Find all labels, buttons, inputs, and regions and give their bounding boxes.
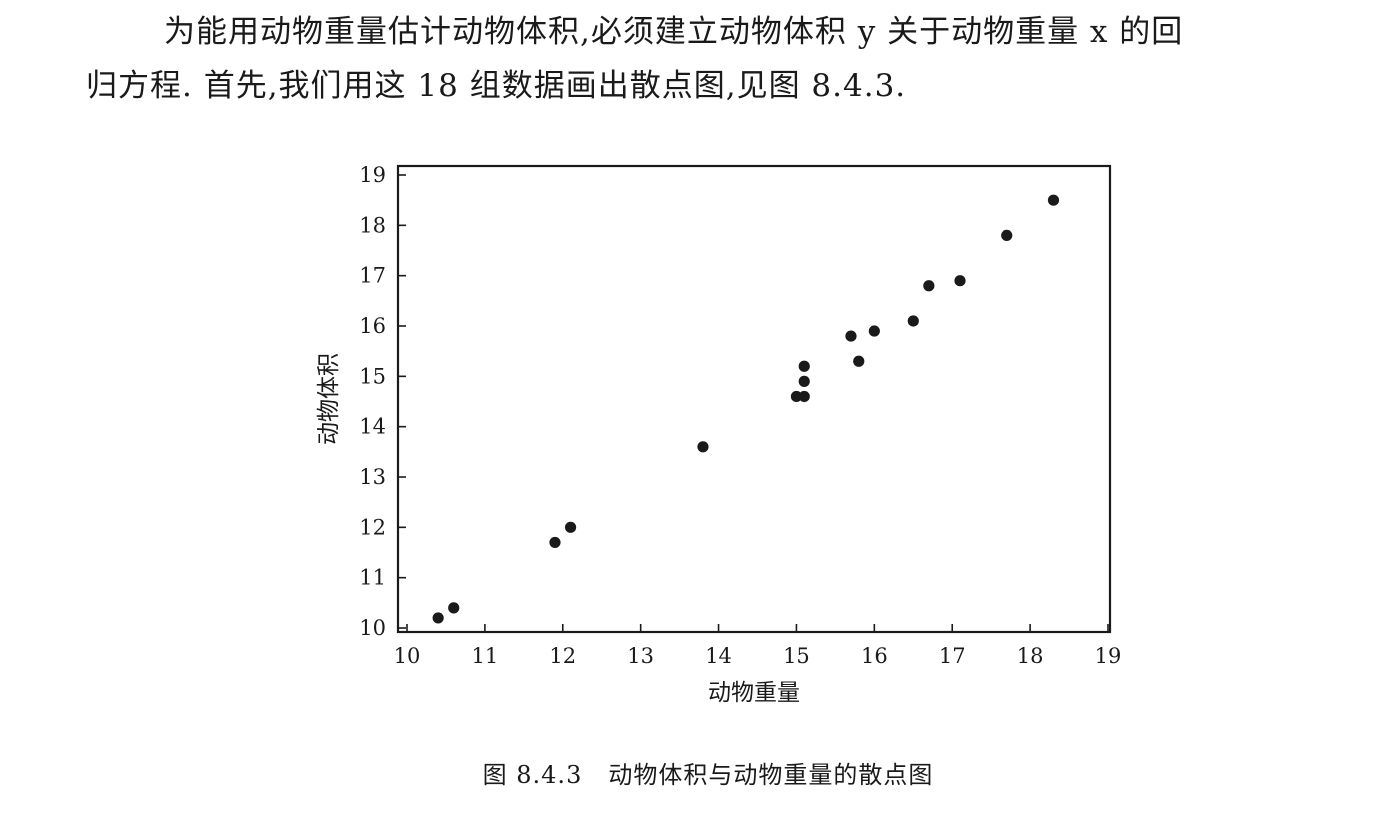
x-tick-label: 14 bbox=[705, 644, 732, 668]
data-point bbox=[790, 390, 803, 403]
x-tick-label: 18 bbox=[1017, 644, 1044, 668]
data-point bbox=[549, 536, 561, 549]
x-tick-label: 17 bbox=[939, 644, 966, 668]
scatter-chart: 10 11 12 13 14 15 16 17 18 19 10 11 12 13 14 15 16 17 18 19… bbox=[316, 163, 1121, 706]
y-tick-label: 15 bbox=[359, 364, 386, 388]
y-tick-label: 19 bbox=[359, 163, 386, 187]
scatter-figure: 10 11 12 13 14 15 16 17 18 19 10 11 12 13 14 15 16 17 18 19… bbox=[0, 130, 1376, 730]
x-tick-label: 16 bbox=[861, 644, 888, 668]
body-paragraph: 为能用动物重量估计动物体积,必须建立动物体积 y 关于动物重量 x 的回 归方程… bbox=[0, 0, 1376, 130]
data-point bbox=[798, 360, 810, 372]
data-point bbox=[907, 315, 919, 327]
paragraph-line-2: 归方程. 首先,我们用这 18 组数据画出散点图,见图 8.4.3. bbox=[86, 68, 907, 104]
x-tick-label: 10 bbox=[394, 644, 421, 668]
data-point bbox=[564, 521, 577, 533]
y-tick-label: 13 bbox=[359, 465, 386, 489]
plot-frame bbox=[396, 164, 1112, 634]
data-point bbox=[798, 375, 810, 387]
data-point bbox=[1047, 194, 1060, 206]
data-point bbox=[448, 602, 460, 614]
y-tick-label: 17 bbox=[359, 264, 386, 288]
data-point bbox=[1001, 229, 1013, 241]
y-tick-label: 12 bbox=[359, 515, 386, 539]
data-point bbox=[798, 390, 810, 403]
data-point bbox=[954, 275, 966, 287]
data-point bbox=[853, 355, 865, 367]
x-axis-label: 动物重量 bbox=[708, 680, 800, 706]
y-tick-label: 10 bbox=[359, 616, 386, 640]
paragraph-line-1: 为能用动物重量估计动物体积,必须建立动物体积 y 关于动物重量 x 的回 bbox=[164, 14, 1184, 50]
x-tick-label: 13 bbox=[627, 644, 654, 668]
data-point bbox=[923, 280, 935, 292]
x-tick-label: 11 bbox=[472, 644, 499, 668]
y-tick-label: 14 bbox=[359, 415, 386, 439]
data-points bbox=[432, 194, 1060, 624]
figure-caption: 图 8.4.3 动物体积与动物重量的散点图 bbox=[0, 760, 1376, 790]
caption-number: 图 8.4.3 bbox=[482, 761, 583, 789]
x-tick-label: 12 bbox=[549, 644, 576, 668]
y-tick-label: 16 bbox=[359, 314, 386, 338]
plot-border bbox=[396, 164, 1112, 634]
y-tick-label: 11 bbox=[359, 566, 386, 590]
x-tick-label: 19 bbox=[1095, 644, 1122, 668]
x-tick-label: 15 bbox=[783, 644, 810, 668]
data-point bbox=[697, 441, 709, 453]
caption-title: 动物体积与动物重量的散点图 bbox=[608, 761, 934, 789]
y-tick-label: 18 bbox=[359, 213, 386, 237]
axis-ticks: 10 11 12 13 14 15 16 17 18 19 10 11 12 13 14 15 16 17 18 19 bbox=[359, 163, 1121, 668]
data-point bbox=[845, 330, 857, 342]
data-point bbox=[432, 612, 444, 624]
y-axis-label: 动物体积 bbox=[316, 353, 342, 445]
data-point bbox=[868, 325, 880, 337]
